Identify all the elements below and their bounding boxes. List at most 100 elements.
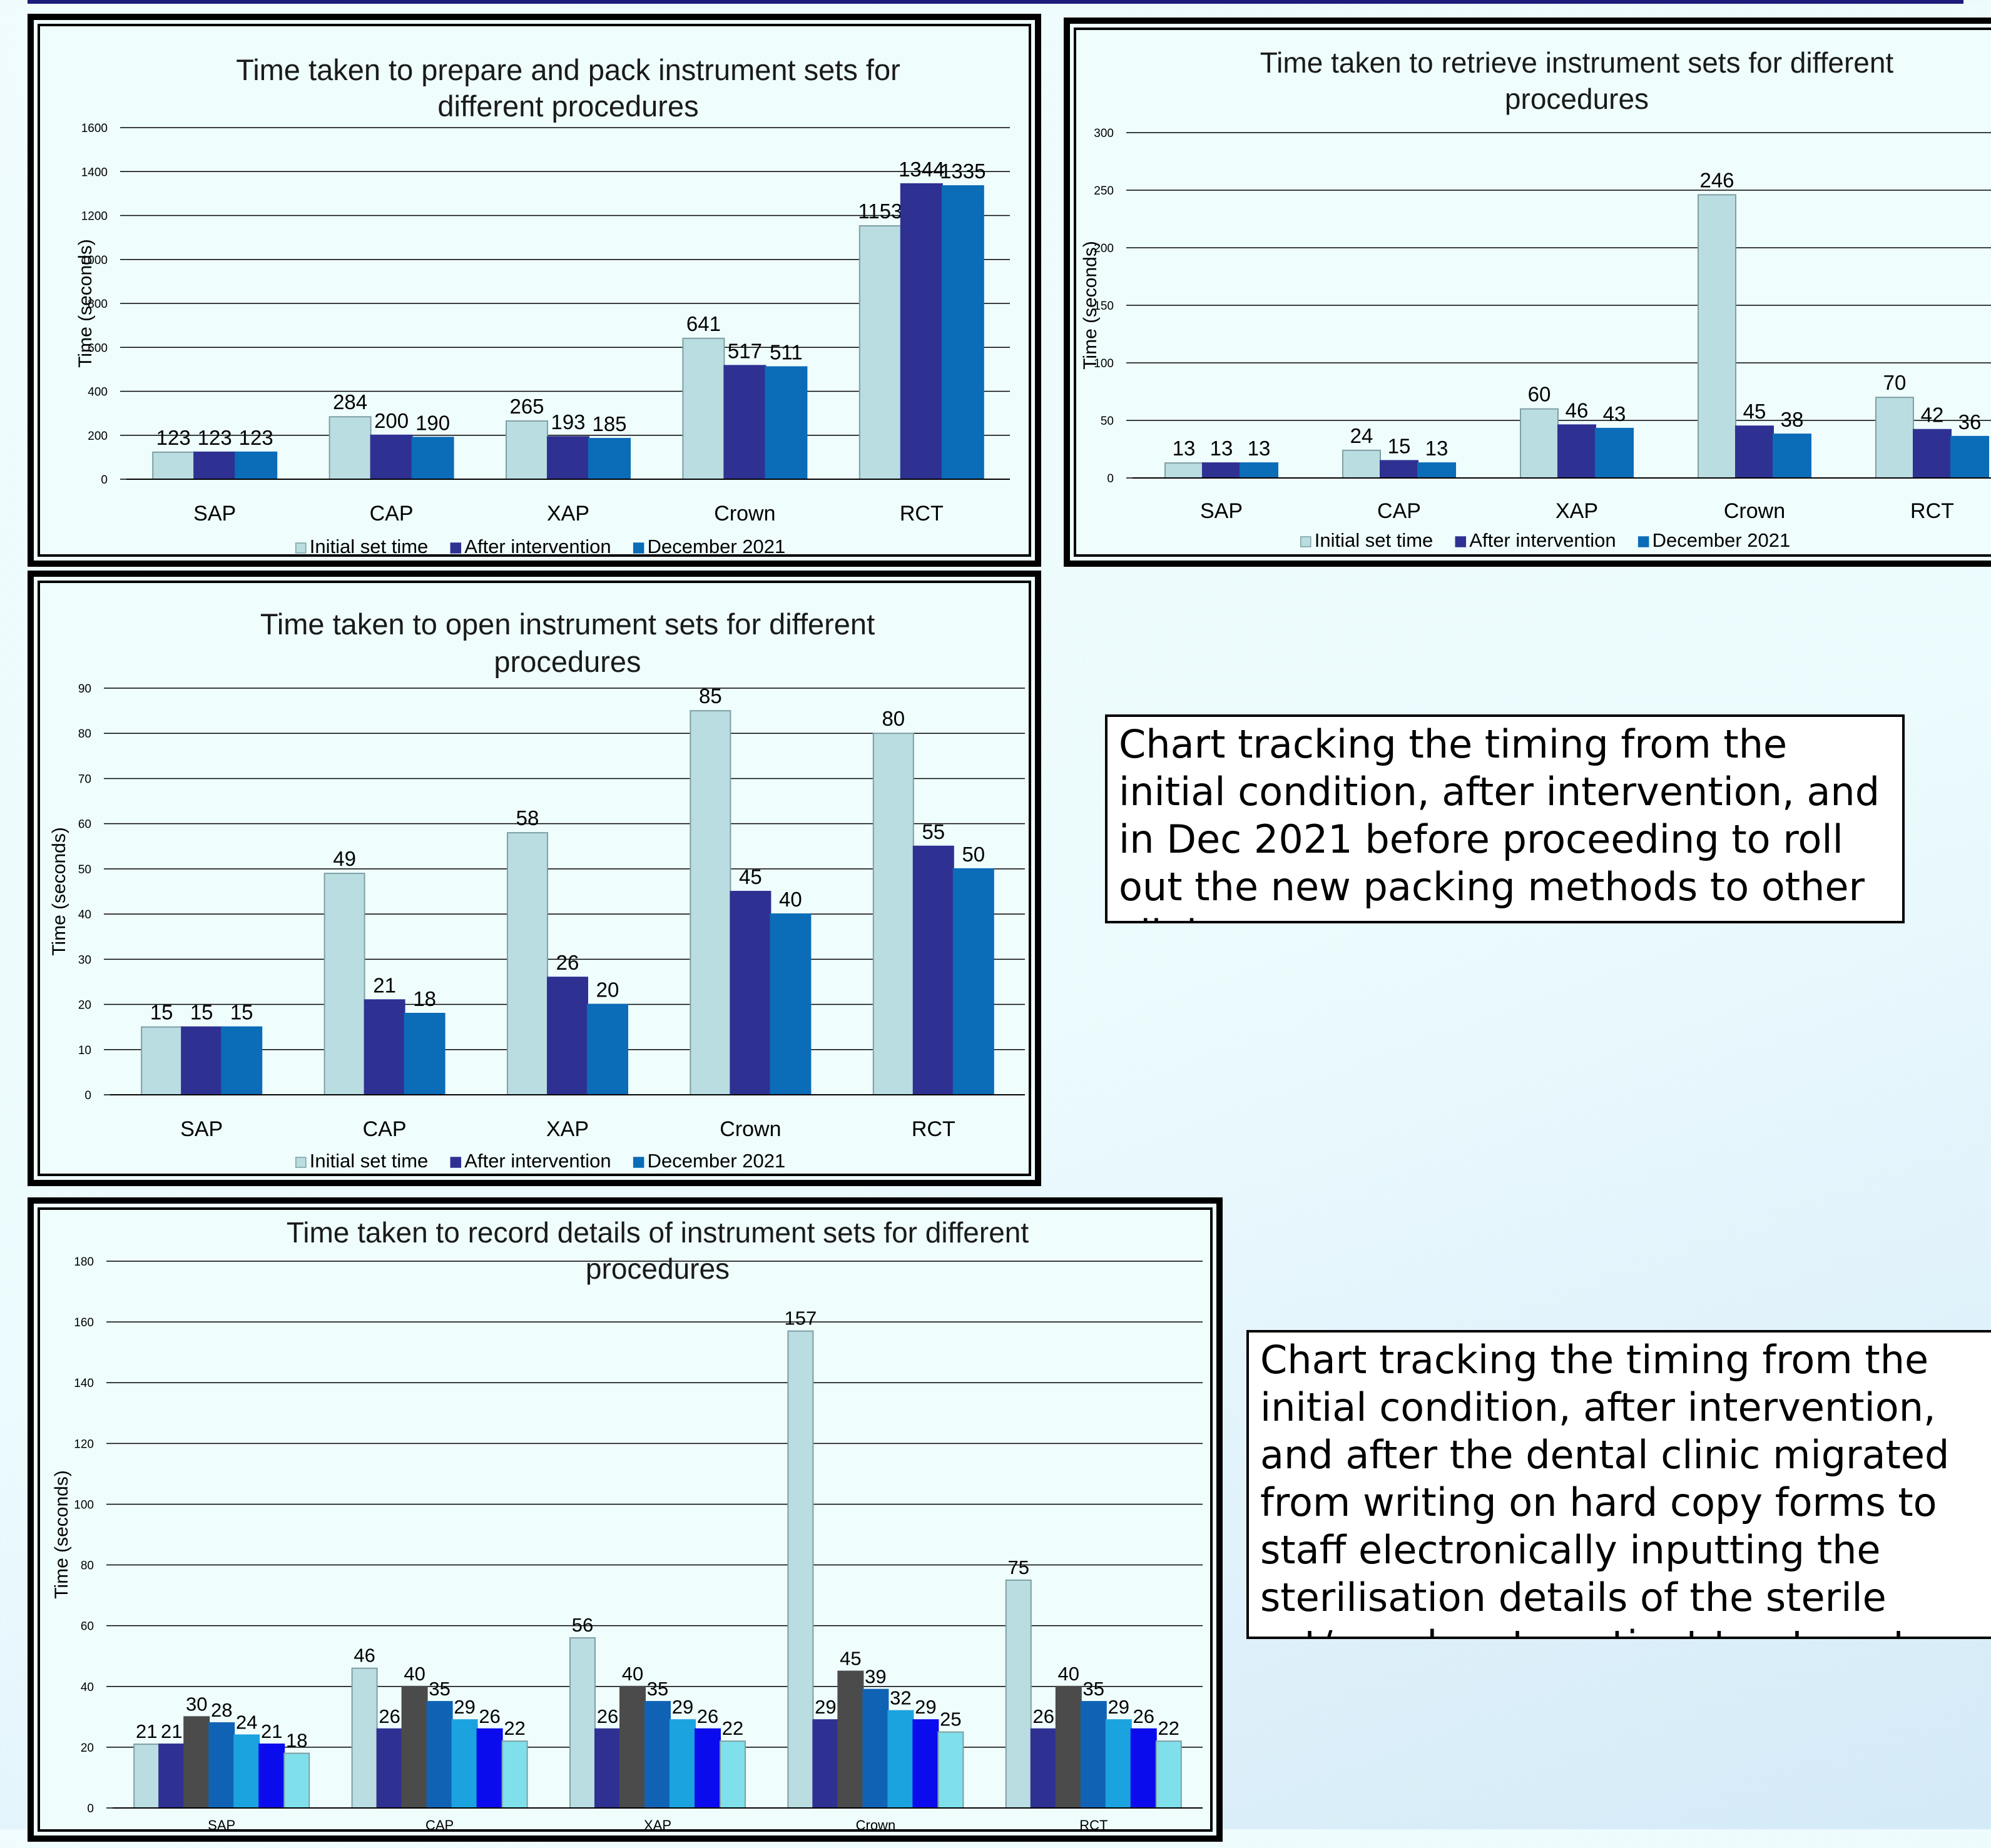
bar	[937, 1731, 964, 1809]
bar	[547, 436, 589, 480]
bar	[401, 1685, 428, 1809]
bar	[411, 437, 454, 480]
bar	[1055, 1685, 1082, 1809]
data-label: 55	[922, 820, 945, 843]
y-tick-label: 80	[81, 1560, 94, 1573]
data-label: 641	[686, 312, 721, 335]
bar	[690, 710, 731, 1096]
y-tick-label: 20	[81, 1742, 94, 1755]
legend: Initial set time After intervention Decemb…	[295, 536, 785, 557]
panel-inner-border	[38, 24, 1031, 557]
data-label: 190	[415, 411, 450, 434]
bar	[787, 1330, 814, 1809]
data-label: 29	[915, 1696, 936, 1718]
category-label: Crown	[856, 1817, 896, 1833]
y-tick-label: 0	[101, 474, 108, 487]
open-chart: 0 10 20 30 40 50 60 70 80 90 Time (seconds) Time ta…	[49, 607, 1025, 1172]
data-label: 18	[286, 1730, 307, 1752]
y-tick-label: 600	[88, 342, 108, 355]
category-label: CAP	[425, 1817, 454, 1833]
y-tick-label: 0	[87, 1802, 94, 1815]
data-label: 45	[840, 1648, 861, 1670]
data-label: 26	[479, 1705, 500, 1727]
data-label: 85	[699, 684, 722, 708]
legend: Initial set time After intervention Decemb…	[295, 1150, 785, 1172]
legend-label: December 2021	[1652, 529, 1791, 551]
y-tick-label: 50	[1101, 415, 1114, 428]
data-label: 265	[509, 395, 544, 418]
data-label: 21	[161, 1720, 182, 1742]
chart-title: Time taken to prepare and pack instrumen…	[236, 53, 900, 86]
bar	[1164, 462, 1203, 479]
bar	[258, 1744, 285, 1809]
bar	[426, 1701, 453, 1809]
bar	[133, 1744, 160, 1809]
data-label: 42	[1921, 404, 1944, 427]
data-label: 50	[962, 843, 985, 866]
bar	[858, 225, 902, 480]
bar	[193, 451, 237, 480]
y-tick-label: 200	[88, 430, 108, 443]
retrieve-chart-panel: 0 50 100 150 200 250 300 Time (seconds) Time tak…	[1064, 18, 1991, 567]
y-tick-label: 120	[74, 1438, 94, 1451]
data-label: 26	[597, 1705, 618, 1727]
legend-label: Initial set time	[310, 536, 429, 557]
bar	[695, 1728, 721, 1809]
category-label: Crown	[714, 502, 775, 525]
data-label: 80	[882, 707, 905, 730]
legend-swatch	[633, 542, 644, 554]
bar	[941, 185, 984, 480]
bar	[1735, 425, 1774, 479]
data-label: 32	[890, 1687, 911, 1709]
category-label: SAP	[193, 502, 236, 525]
bar	[370, 434, 413, 480]
y-axis-label: Time (seconds)	[1080, 241, 1101, 370]
legend-swatch	[295, 542, 307, 554]
bar	[912, 1719, 939, 1809]
data-label: 40	[779, 888, 802, 911]
y-tick-label: 60	[78, 818, 91, 831]
bar	[682, 337, 725, 480]
data-label: 29	[1108, 1696, 1129, 1718]
data-label: 246	[1699, 168, 1734, 191]
data-label: 123	[156, 426, 191, 449]
bar	[181, 1026, 223, 1096]
bar	[1595, 427, 1634, 479]
data-label: 21	[136, 1720, 157, 1742]
y-tick-label: 250	[1094, 185, 1114, 198]
record-chart-panel: 0 20 40 60 80 100 120 140 160 180 Time (seconds) Ti…	[28, 1197, 1223, 1842]
data-label: 26	[379, 1705, 400, 1727]
y-tick-label: 30	[78, 953, 91, 967]
y-axis-label: Time (seconds)	[49, 827, 69, 956]
retrieve-chart: 0 50 100 150 200 250 300 Time (seconds) Time tak…	[1080, 46, 1991, 551]
bar	[872, 733, 914, 1095]
category-label: RCT	[1910, 499, 1954, 523]
bar	[1417, 462, 1456, 479]
bar	[476, 1728, 503, 1809]
y-tick-label: 1600	[81, 122, 108, 135]
bar	[235, 451, 278, 480]
data-label: 123	[239, 426, 273, 449]
category-label: CAP	[370, 502, 414, 525]
y-tick-label: 1200	[81, 210, 108, 223]
chart-title: Time taken to open instrument sets for d…	[260, 607, 875, 641]
legend: Initial set time After intervention Decemb…	[1300, 529, 1791, 551]
bar	[506, 420, 548, 480]
category-label: RCT	[1079, 1817, 1108, 1833]
bar	[644, 1701, 671, 1809]
category-label: SAP	[180, 1117, 223, 1141]
bar	[208, 1722, 235, 1809]
data-label: 29	[672, 1696, 693, 1718]
data-label: 20	[596, 978, 619, 1002]
data-label: 60	[1528, 383, 1551, 406]
data-label: 25	[940, 1708, 961, 1730]
data-label: 56	[572, 1614, 593, 1636]
category-label: CAP	[1377, 499, 1421, 523]
bar	[619, 1685, 646, 1809]
y-tick-label: 70	[78, 773, 91, 786]
bar	[328, 416, 372, 480]
data-label: 46	[354, 1645, 375, 1667]
bar	[323, 873, 365, 1095]
chart-title: Time taken to retrieve instrument sets f…	[1260, 46, 1894, 79]
data-label: 40	[404, 1663, 425, 1685]
